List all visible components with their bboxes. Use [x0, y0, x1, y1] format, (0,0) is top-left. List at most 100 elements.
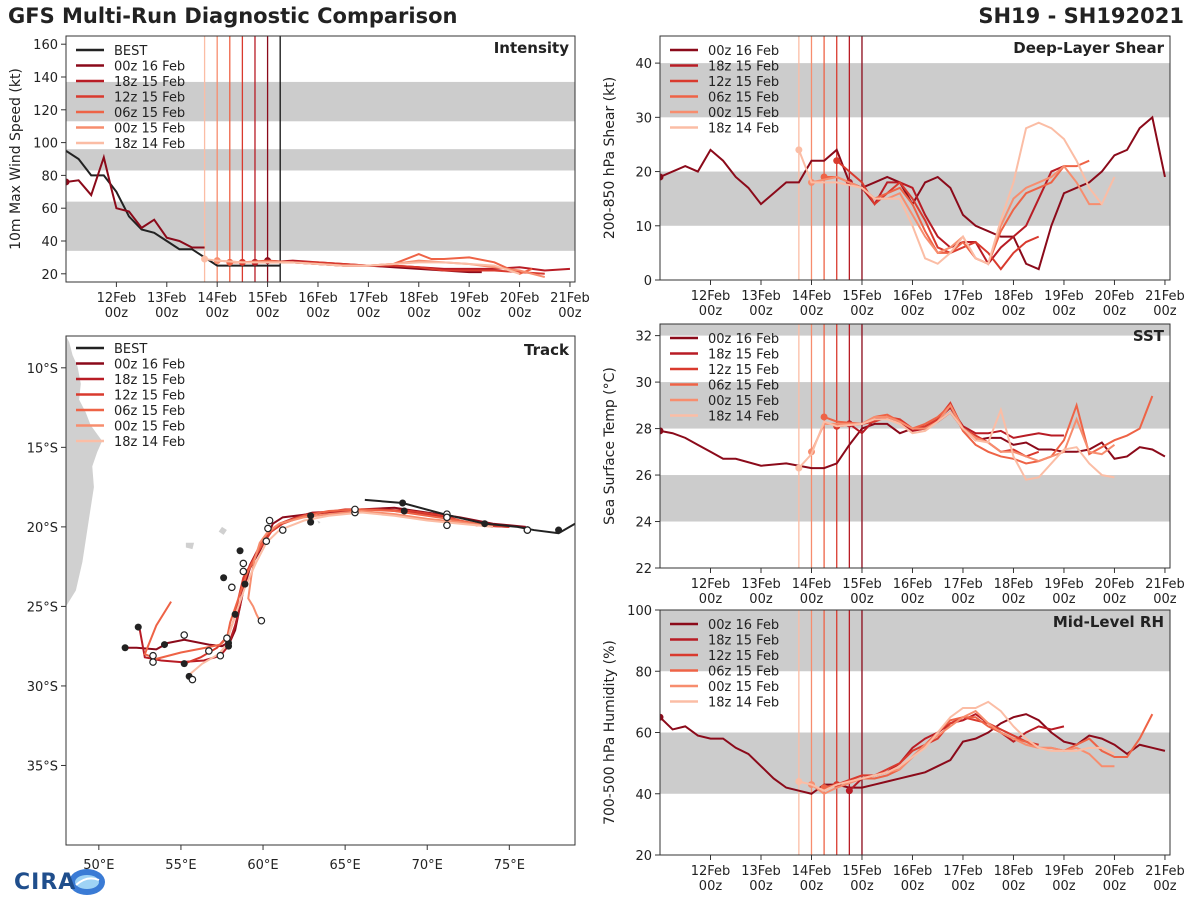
sst-legend-label-3: 06z 15 Feb [708, 379, 779, 394]
track-mark-open-2 [262, 537, 271, 545]
shear-xtick-hour-0: 00z [699, 304, 723, 319]
cira-logo-icon [69, 869, 105, 895]
rh-ytick-label-0: 20 [635, 849, 652, 864]
track-ytick-label-4: 30°S [27, 680, 58, 695]
shear-title: Deep-Layer Shear [1013, 39, 1164, 57]
sst-xtick-day-6: 18Feb [994, 577, 1034, 592]
rh-plot-area [660, 610, 1166, 855]
intensity-series-start-6 [66, 178, 70, 186]
intensity-legend-label-5: 18z 14 Feb [114, 137, 185, 152]
intensity-ytick-label-6: 140 [33, 71, 58, 86]
sst-legend-label-0: 00z 16 Feb [708, 332, 779, 347]
intensity-xtick-day-3: 15Feb [248, 291, 288, 306]
rh-xtick-day-8: 20Feb [1095, 864, 1135, 879]
track-mark-open-17 [443, 521, 451, 530]
sst-xtick-hour-3: 00z [850, 592, 874, 607]
shear-band-1 [660, 63, 1170, 118]
shear-xtick-hour-8: 00z [1103, 304, 1127, 319]
intensity-xtick-hour-5: 00z [357, 306, 381, 321]
shear-xtick-day-1: 13Feb [741, 289, 781, 304]
intensity-xtick-day-0: 12Feb [97, 291, 137, 306]
track-best-mark-filled-0 [399, 499, 407, 507]
track-best-mark-filled-1 [481, 520, 489, 528]
intensity-ytick-label-3: 80 [41, 169, 58, 184]
intensity-series-start-5 [201, 255, 209, 263]
shear-xtick-hour-5: 00z [951, 304, 975, 319]
rh-legend-label-0: 00z 16 Feb [708, 618, 779, 633]
sst-series-start-0 [660, 427, 664, 435]
intensity-legend-label-3: 06z 15 Feb [114, 106, 185, 121]
rh-xtick-day-0: 12Feb [691, 864, 731, 879]
sst-xtick-hour-9: 00z [1153, 592, 1177, 607]
intensity-xtick-hour-0: 00z [105, 306, 129, 321]
sst-xtick-day-7: 19Feb [1044, 577, 1084, 592]
intensity-series-5 [204, 258, 520, 275]
intensity-legend-label-2: 12z 15 Feb [114, 91, 185, 106]
intensity-xtick-day-5: 17Feb [349, 291, 389, 306]
rh-xtick-hour-9: 00z [1153, 879, 1177, 894]
shear-xtick-day-0: 12Feb [691, 289, 731, 304]
track-title: Track [524, 341, 570, 359]
track-mark-filled-0 [307, 512, 315, 520]
rh-xtick-day-7: 19Feb [1044, 864, 1084, 879]
rh-xtick-day-5: 17Feb [943, 864, 983, 879]
shear-xtick-day-6: 18Feb [994, 289, 1034, 304]
sst-xtick-hour-0: 00z [699, 592, 723, 607]
sst-ytick-label-3: 28 [635, 423, 652, 438]
rh-legend-label-1: 18z 15 Feb [708, 634, 779, 649]
intensity-xtick-hour-3: 00z [256, 306, 280, 321]
rh-ytick-label-4: 100 [627, 604, 652, 619]
track-island-1 [185, 542, 195, 550]
rh-xtick-hour-4: 00z [901, 879, 925, 894]
track-mark-open-6 [223, 634, 231, 643]
track-series-3 [143, 508, 494, 660]
intensity-legend-label-0: 00z 16 Feb [114, 60, 185, 75]
track-mark-filled-6 [241, 580, 249, 588]
intensity-xtick-hour-2: 00z [206, 306, 230, 321]
track-mark-filled-4 [220, 574, 228, 582]
sst-xtick-day-1: 13Feb [741, 577, 781, 592]
track-mark-open-15 [351, 505, 359, 514]
rh-xtick-hour-7: 00z [1052, 879, 1076, 894]
track-legend-label-4: 00z 15 Feb [114, 420, 185, 435]
track-xtick-label-5: 75°E [494, 858, 525, 873]
track-legend-label-0: 00z 16 Feb [114, 358, 185, 373]
intensity-ytick-label-1: 40 [41, 235, 58, 250]
shear-series-start-2 [833, 157, 841, 165]
track-xtick-label-4: 70°E [412, 858, 443, 873]
shear-ytick-label-1: 10 [635, 220, 652, 235]
sst-series-start-5 [795, 464, 803, 472]
rh-xtick-day-2: 14Feb [792, 864, 832, 879]
storm-id: SH19 - SH192021 [978, 4, 1184, 28]
intensity-xtick-day-6: 18Feb [399, 291, 439, 306]
track-mark-filled-5 [236, 547, 244, 555]
rh-xtick-hour-1: 00z [749, 879, 773, 894]
rh-title: Mid-Level RH [1053, 613, 1164, 631]
intensity-best-line [66, 149, 281, 267]
rh-band-1 [660, 610, 1170, 672]
sst-legend-label-5: 18z 14 Feb [708, 410, 779, 425]
sst-xtick-hour-6: 00z [1002, 592, 1026, 607]
track-legend-label-5: 18z 14 Feb [114, 435, 185, 450]
shear-xtick-day-5: 17Feb [943, 289, 983, 304]
shear-xtick-hour-7: 00z [1052, 304, 1076, 319]
track-mark-open-11 [149, 658, 157, 666]
track-mark-open-10 [149, 651, 157, 660]
intensity-ytick-label-7: 160 [33, 38, 58, 53]
sst-xtick-hour-2: 00z [800, 592, 824, 607]
track-mark-open-19 [278, 526, 287, 534]
sst-xtick-hour-1: 00z [749, 592, 773, 607]
track-legend-label-1: 18z 15 Feb [114, 373, 185, 388]
track-mark-open-18 [523, 526, 532, 534]
sst-xtick-day-9: 21Feb [1145, 577, 1185, 592]
track-island-0 [218, 526, 227, 535]
cira-logo-text: CIRA [14, 870, 77, 895]
track-mark-open-16 [443, 513, 451, 522]
rh-ytick-label-2: 60 [635, 727, 652, 742]
track-mark-open-0 [265, 516, 274, 525]
sst-ytick-label-1: 24 [635, 516, 652, 531]
shear-xtick-hour-9: 00z [1153, 304, 1177, 319]
rh-xtick-day-9: 21Feb [1145, 864, 1185, 879]
shear-xtick-day-9: 21Feb [1145, 289, 1185, 304]
